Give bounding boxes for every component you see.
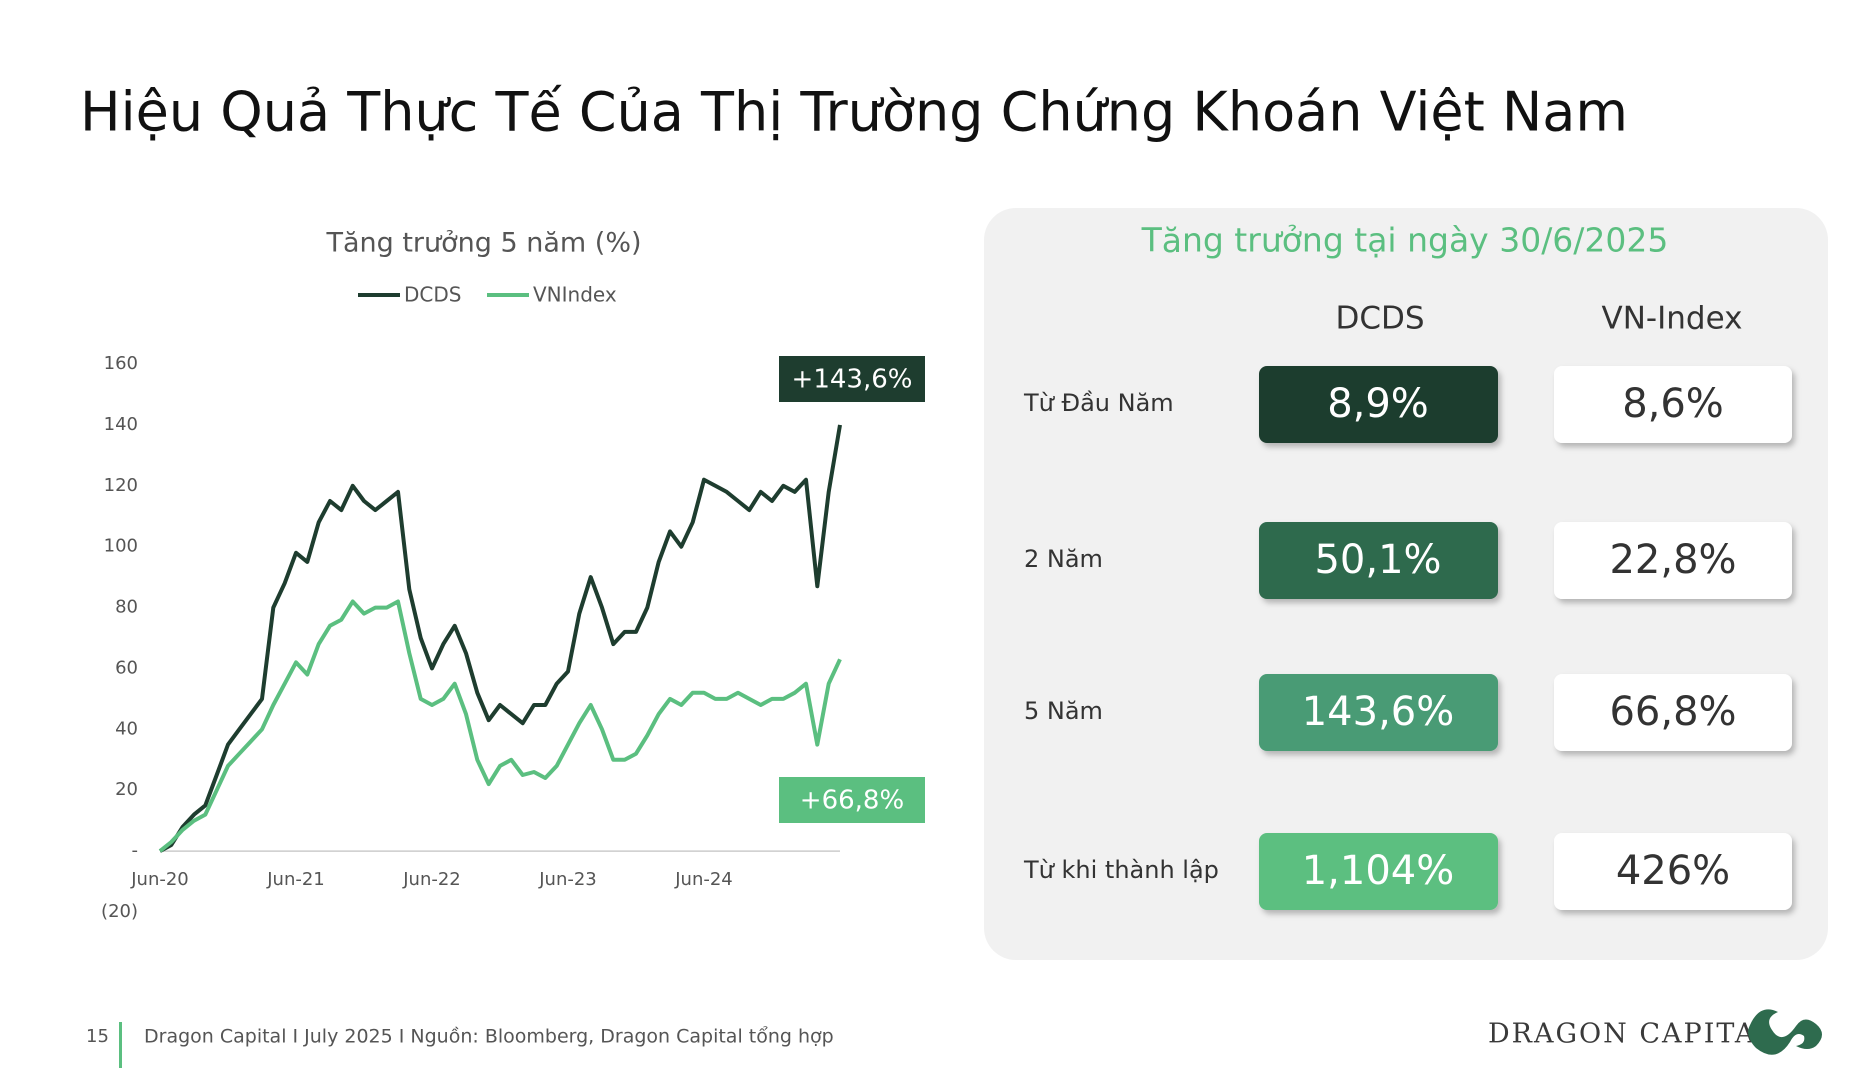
- cell-value: 50,1%: [1314, 537, 1441, 583]
- row-label: Từ khi thành lập: [1023, 856, 1219, 884]
- y-tick-label: 100: [104, 536, 138, 557]
- series-line: [158, 599, 842, 853]
- annotation-box: [779, 777, 925, 823]
- x-tick-label: Jun-24: [674, 869, 733, 890]
- cell-value: 8,6%: [1622, 381, 1724, 427]
- annotation: +66,8%: [800, 786, 904, 816]
- table-title: Tăng trưởng tại ngày 30/6/2025: [1141, 221, 1669, 260]
- value-cell: [1554, 674, 1792, 751]
- value-cell: [1259, 833, 1498, 910]
- y-tick-label: -: [132, 840, 139, 861]
- y-tick-label: 40: [115, 718, 138, 739]
- footer-source: Dragon Capital I July 2025 I Nguồn: Bloo…: [144, 1026, 834, 1048]
- legend-label: DCDS: [404, 283, 461, 307]
- x-tick-label: Jun-23: [538, 869, 597, 890]
- value-cell: [1554, 833, 1792, 910]
- y-tick-label: 60: [115, 657, 138, 678]
- y-tick-label: 140: [104, 414, 138, 435]
- y-tick-label: 120: [104, 475, 138, 496]
- value-cell: [1554, 366, 1792, 443]
- series-line: [159, 424, 842, 853]
- cell-value: 143,6%: [1302, 689, 1455, 735]
- value-cell: [1259, 522, 1498, 599]
- cell-value: 1,104%: [1302, 848, 1455, 894]
- value-cell: [1259, 674, 1498, 751]
- annotation-box: [779, 356, 925, 402]
- row-label: 5 Năm: [1024, 697, 1103, 725]
- cell-value: 426%: [1616, 848, 1730, 894]
- y-tick-label: 160: [104, 353, 138, 374]
- y-tick-label: 80: [115, 597, 138, 618]
- x-tick-label: Jun-20: [130, 869, 189, 890]
- page-number: 15: [86, 1026, 109, 1047]
- y-tick-label: (20): [101, 901, 138, 922]
- x-tick-label: Jun-21: [266, 869, 325, 890]
- column-header: VN-Index: [1602, 301, 1743, 337]
- value-cell: [1554, 522, 1792, 599]
- x-tick-label: Jun-22: [402, 869, 461, 890]
- logo-text: DRAGON CAPITAL: [1488, 1019, 1776, 1050]
- cell-value: 22,8%: [1609, 537, 1736, 583]
- footer-divider: [119, 1022, 122, 1068]
- cell-value: 66,8%: [1609, 689, 1736, 735]
- chart-title: Tăng trưởng 5 năm (%): [325, 228, 641, 259]
- value-cell: [1259, 366, 1498, 443]
- annotation: +143,6%: [792, 365, 913, 395]
- logo-icon: [1748, 1009, 1822, 1055]
- slide-title: Hiệu Quả Thực Tế Của Thị Trường Chứng Kh…: [80, 81, 1628, 144]
- row-label: Từ Đầu Năm: [1023, 389, 1174, 417]
- legend-label: VNIndex: [533, 283, 617, 307]
- y-tick-label: 20: [115, 779, 138, 800]
- column-header: DCDS: [1335, 301, 1424, 337]
- row-label: 2 Năm: [1024, 545, 1103, 573]
- cell-value: 8,9%: [1327, 381, 1429, 427]
